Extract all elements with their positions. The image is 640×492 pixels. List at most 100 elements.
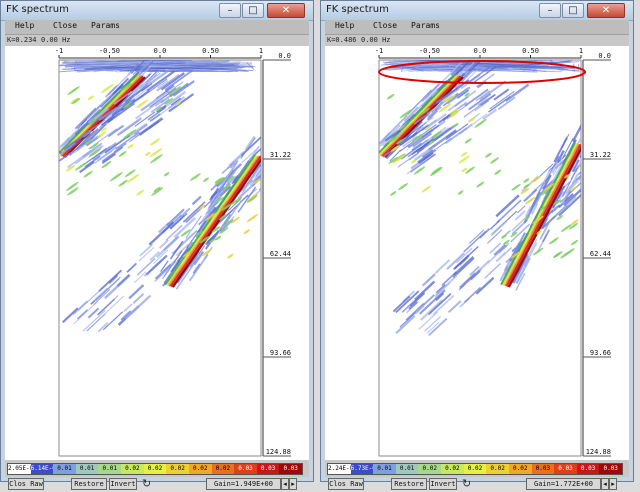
fk-spectrum-svg: -1 -0.50 0.0 0.50 1 0.0 31.22 62.44 93.66 124.88 xyxy=(5,46,311,460)
energy-streak xyxy=(259,174,276,190)
window-title: FK spectrum xyxy=(326,4,389,15)
x-tick-label: 0.50 xyxy=(522,47,539,55)
k-readout: K=0.234 xyxy=(7,36,37,44)
invert-button[interactable]: Invert xyxy=(429,478,457,490)
x-tick-label: 0.0 xyxy=(154,47,167,55)
fk-plot: -1 -0.50 0.0 0.50 1 0.0 31.22 62.44 93.66 124.88 xyxy=(5,46,309,460)
x-tick-label: -0.50 xyxy=(419,47,440,55)
energy-streak xyxy=(260,152,268,164)
title-bar: FK spectrum–□✕ xyxy=(1,1,313,21)
x-tick-label: -1 xyxy=(55,47,63,55)
legend-entry: 0.01 xyxy=(53,464,76,474)
title-bar: FK spectrum –□✕ xyxy=(321,1,633,21)
legend-entry: 0.03 xyxy=(257,464,280,474)
legend-entry: 0.02 xyxy=(212,464,235,474)
menu-item-help[interactable]: Help xyxy=(15,21,34,30)
legend-entry: 0.01 xyxy=(76,464,99,474)
legend-entry: 0.02 xyxy=(441,464,464,474)
color-legend: 2.24E-036.73E-030.010.010.020.020.020.02… xyxy=(327,463,623,475)
legend-entry: 0.02 xyxy=(509,464,532,474)
energy-streak xyxy=(589,158,602,171)
gain-decrease-button[interactable]: ◂ xyxy=(281,478,289,490)
close-window-button[interactable]: ✕ xyxy=(267,3,305,18)
legend-entry: 0.03 xyxy=(577,464,600,474)
minimize-button[interactable]: – xyxy=(219,3,241,18)
color-legend: 2.05E-036.14E-030.010.010.010.020.020.02… xyxy=(7,463,303,475)
legend-entry: 0.02 xyxy=(166,464,189,474)
legend-entry: 0.03 xyxy=(599,464,622,474)
k-readout: K=0.486 xyxy=(327,36,357,44)
y-tick-label: 62.44 xyxy=(590,250,611,258)
energy-streak xyxy=(277,162,294,178)
x-tick-label: -1 xyxy=(375,47,383,55)
close-window-button[interactable]: ✕ xyxy=(587,3,625,18)
legend-entry: 0.03 xyxy=(279,464,302,474)
maximize-button[interactable]: □ xyxy=(242,3,264,18)
legend-entry: 0.03 xyxy=(554,464,577,474)
gain-increase-button[interactable]: ▸ xyxy=(609,478,617,490)
invert-button[interactable]: Invert xyxy=(109,478,137,490)
frequency-readout: 0.00 Hz xyxy=(41,36,71,44)
client-area: Help Close Params K=0.486 0.00 Hz -1 -0.50 0.0 0… xyxy=(325,20,629,477)
x-tick-label: 0.50 xyxy=(202,47,219,55)
legend-entry: 2.24E-03 xyxy=(328,464,351,474)
refresh-icon[interactable]: ↻ xyxy=(142,478,151,490)
x-tick-label: -0.50 xyxy=(99,47,120,55)
gain-field[interactable]: Gain=1.772E+00 xyxy=(526,478,601,490)
legend-entry: 0.03 xyxy=(234,464,257,474)
gain-increase-button[interactable]: ▸ xyxy=(289,478,297,490)
y-tick-label: 62.44 xyxy=(270,250,291,258)
menu-item-help[interactable]: Help xyxy=(335,21,354,30)
legend-entry: 0.02 xyxy=(121,464,144,474)
legend-entry: 2.05E-03 xyxy=(8,464,31,474)
energy-streak xyxy=(583,159,602,177)
legend-entry: 0.02 xyxy=(144,464,167,474)
clos-raw-button[interactable]: Clos Raw xyxy=(328,478,364,490)
y-tick-label: 31.22 xyxy=(590,151,611,159)
x-tick-label: 1 xyxy=(259,47,263,55)
gain-field[interactable]: Gain=1.949E+00 xyxy=(206,478,281,490)
energy-streak xyxy=(263,158,279,173)
legend-entry: 6.73E-03 xyxy=(351,464,374,474)
gain-decrease-button[interactable]: ◂ xyxy=(601,478,609,490)
minimize-button[interactable]: – xyxy=(539,3,561,18)
legend-entry: 0.02 xyxy=(189,464,212,474)
legend-entry: 0.02 xyxy=(464,464,487,474)
y-tick-label: 93.66 xyxy=(590,349,611,357)
menu-item-params[interactable]: Params xyxy=(91,21,120,30)
legend-entry: 0.01 xyxy=(396,464,419,474)
y-tick-label: 93.66 xyxy=(270,349,291,357)
menu-item-close[interactable]: Close xyxy=(373,21,397,30)
energy-streak xyxy=(586,165,596,174)
y-tick-label: 124.88 xyxy=(266,448,291,456)
menu-item-params[interactable]: Params xyxy=(411,21,440,30)
clos-raw-button[interactable]: Clos Raw xyxy=(8,478,44,490)
restore-button[interactable]: Restore xyxy=(391,478,427,490)
maximize-button[interactable]: □ xyxy=(562,3,584,18)
y-tick-label: 0.0 xyxy=(278,52,291,60)
client-area: Help Close Params K=0.234 0.00 Hz -1 -0.50 0.0 0… xyxy=(5,20,309,477)
y-tick-label: 31.22 xyxy=(270,151,291,159)
legend-entry: 0.03 xyxy=(532,464,555,474)
menu-bar: Help Close Params xyxy=(5,20,309,35)
legend-entry: 0.02 xyxy=(486,464,509,474)
legend-entry: 0.01 xyxy=(373,464,396,474)
legend-entry: 0.01 xyxy=(98,464,121,474)
menu-bar: Help Close Params xyxy=(325,20,629,35)
legend-entry: 0.02 xyxy=(418,464,441,474)
legend-entry: 6.14E-03 xyxy=(31,464,54,474)
x-tick-label: 0.0 xyxy=(474,47,487,55)
energy-streak xyxy=(270,173,277,180)
y-tick-label: 0.0 xyxy=(598,52,611,60)
menu-item-close[interactable]: Close xyxy=(53,21,77,30)
x-tick-label: 1 xyxy=(579,47,583,55)
frequency-readout: 0.00 Hz xyxy=(361,36,391,44)
restore-button[interactable]: Restore xyxy=(71,478,107,490)
refresh-icon[interactable]: ↻ xyxy=(462,478,471,490)
